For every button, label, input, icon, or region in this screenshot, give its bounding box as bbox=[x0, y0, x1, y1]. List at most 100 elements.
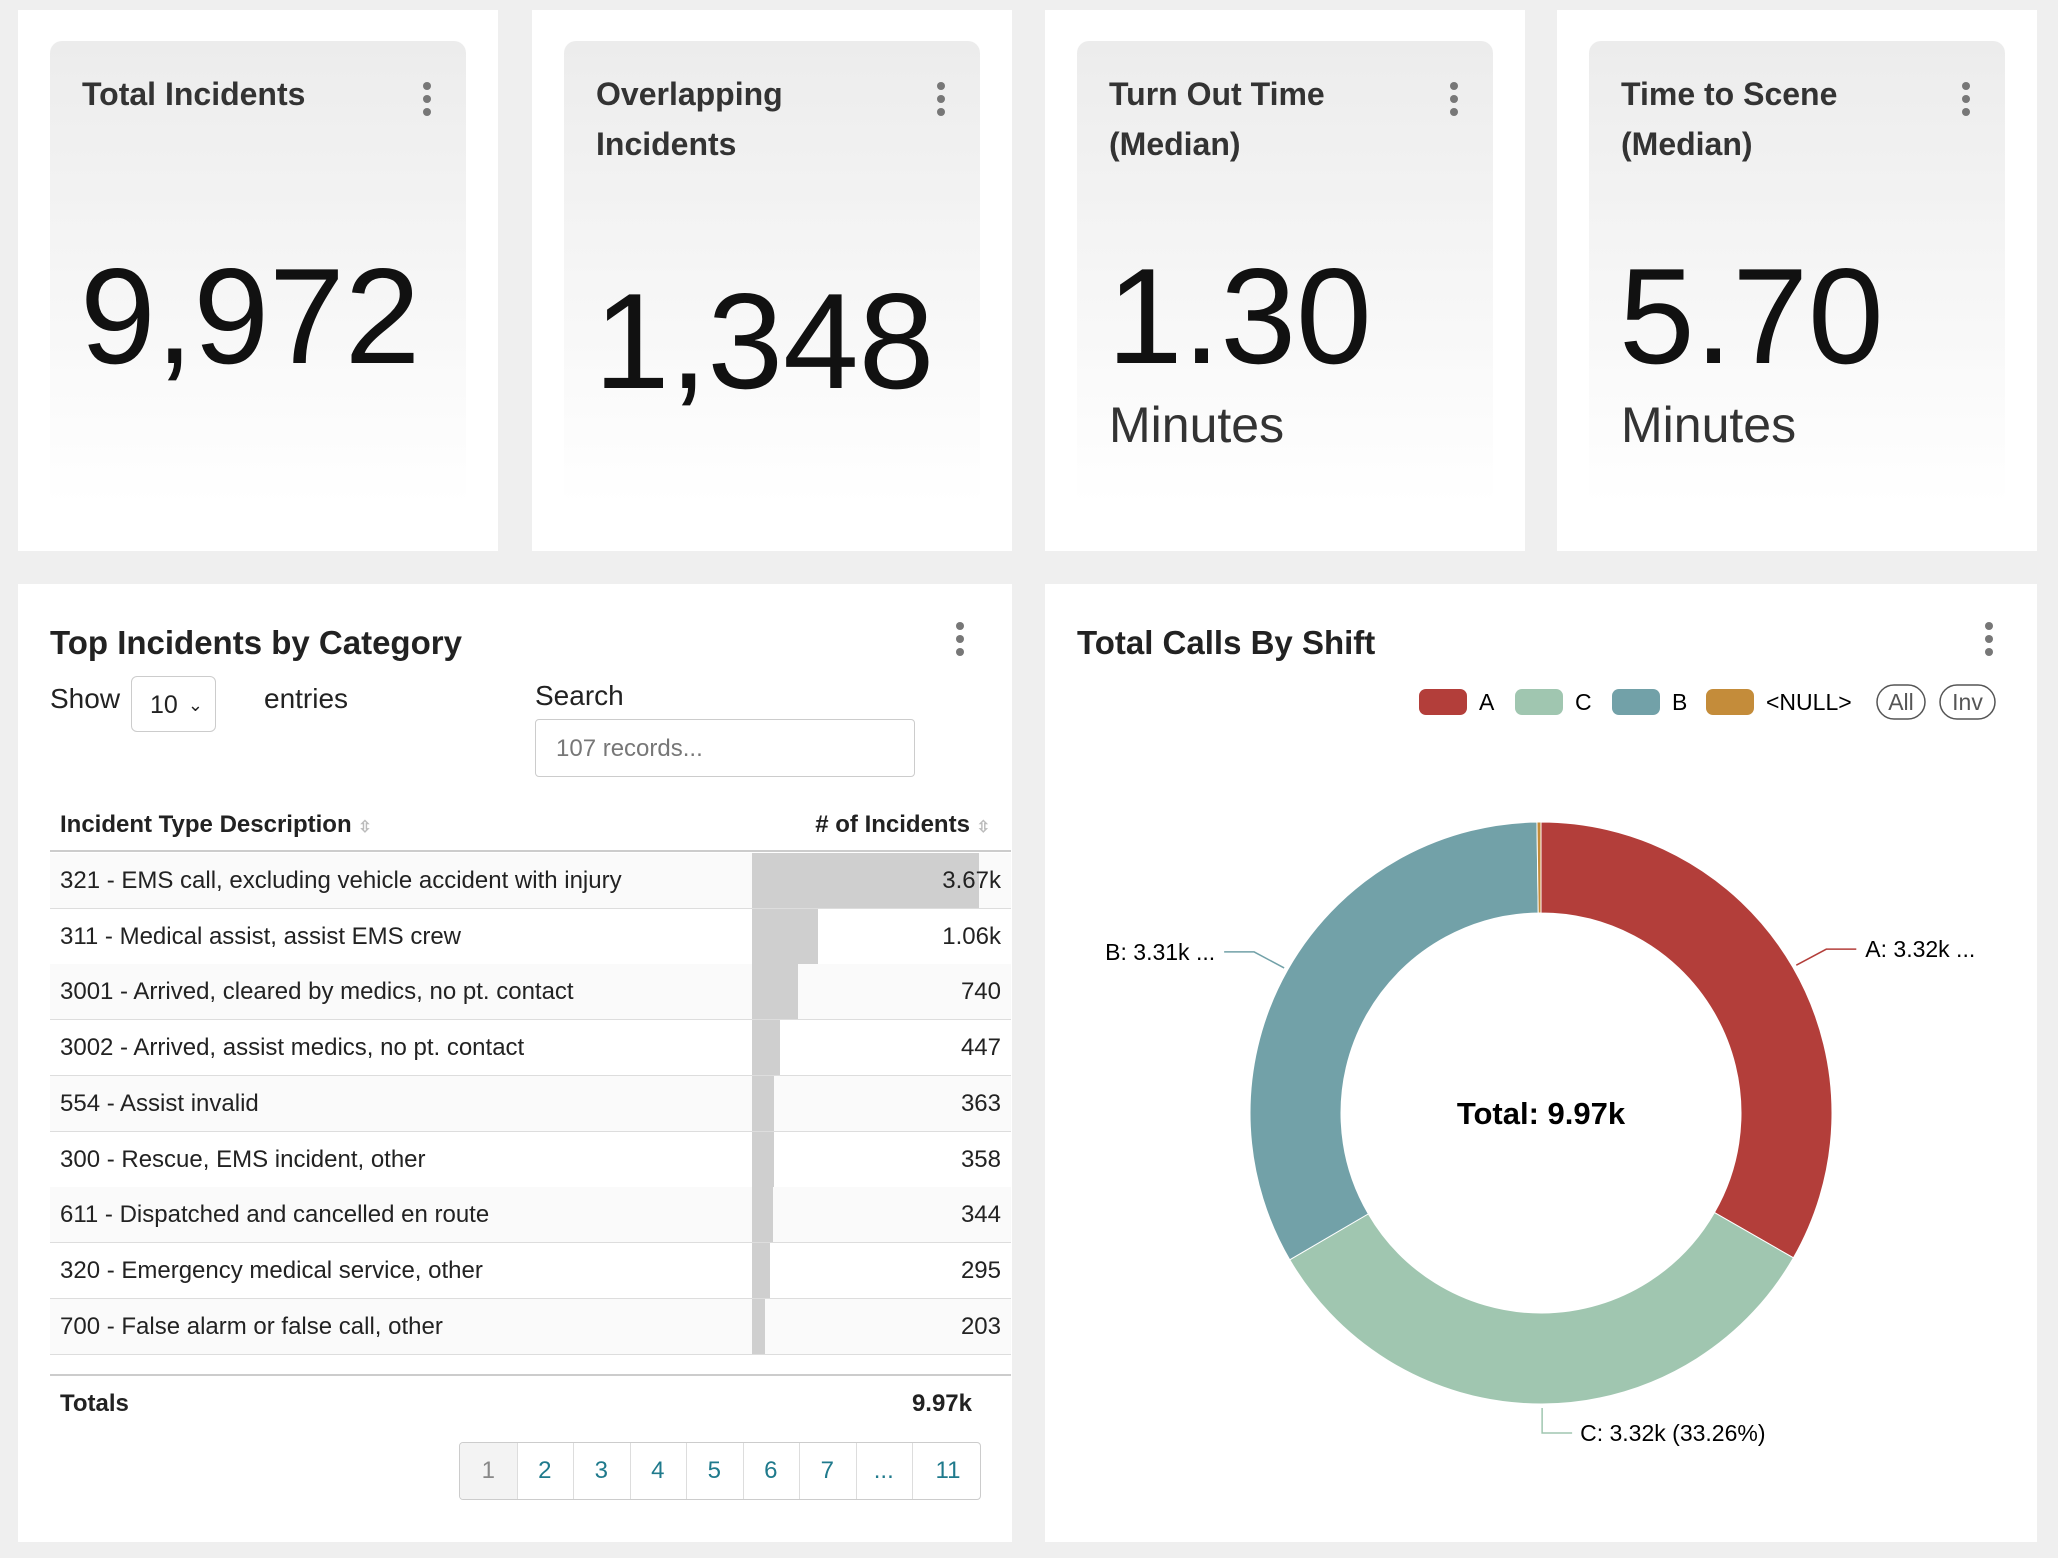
kpi-panel: Total Incidents 9,972 bbox=[18, 10, 498, 551]
cell-bar bbox=[752, 964, 798, 1020]
slice-label: B: 3.31k ... bbox=[1105, 939, 1215, 965]
cell-text: 3001 - Arrived, cleared by medics, no pt… bbox=[60, 978, 574, 1006]
kpi-card: Overlapping Incidents 1,348 bbox=[564, 41, 980, 505]
cell-bar bbox=[752, 1131, 775, 1187]
page-button[interactable]: 6 bbox=[743, 1443, 800, 1499]
table-row: 554 - Assist invalid 363 bbox=[50, 1075, 1011, 1132]
pie-slice bbox=[1536, 821, 1542, 914]
leader-line bbox=[1795, 948, 1857, 966]
menu[interactable] bbox=[1961, 81, 1970, 122]
cell-bar bbox=[752, 1020, 780, 1076]
cell-text: 700 - False alarm or false call, other bbox=[60, 1312, 443, 1340]
cell-text: 311 - Medical assist, assist EMS crew bbox=[60, 922, 462, 950]
cell-text: 611 - Dispatched and cancelled en route bbox=[60, 1201, 490, 1229]
kpi-value: 5.70 bbox=[1619, 240, 1884, 392]
legend-label[interactable]: A bbox=[1479, 689, 1495, 715]
page-button[interactable]: 7 bbox=[799, 1443, 857, 1499]
slice-label: A: 3.32k ... bbox=[1865, 936, 1975, 962]
legend-button-label: Inv bbox=[1952, 689, 1983, 715]
kpi-card: Turn Out Time (Median) 1.30 Minutes bbox=[1077, 41, 1493, 505]
kpi-unit: Minutes bbox=[1109, 397, 1285, 453]
column-header[interactable]: Incident Type Description ⇳ bbox=[60, 811, 372, 838]
menu[interactable] bbox=[1449, 81, 1458, 122]
kpi-title: Turn Out Time (Median) bbox=[1109, 76, 1325, 162]
kpi-value: 9,972 bbox=[80, 240, 421, 392]
column-header[interactable]: # of Incidents ⇳ bbox=[815, 811, 990, 838]
cell-count: 295 bbox=[960, 1256, 1001, 1284]
kpi-title: Total Incidents bbox=[82, 76, 306, 112]
legend-button[interactable] bbox=[1939, 684, 1996, 720]
cell-text: 320 - Emergency medical service, other bbox=[60, 1256, 483, 1284]
table-row: 320 - Emergency medical service, other 29… bbox=[50, 1242, 1011, 1299]
header-text: # of Incidents bbox=[815, 811, 970, 838]
cell-text: 300 - Rescue, EMS incident, other bbox=[60, 1145, 426, 1173]
cell-bar bbox=[752, 1298, 765, 1354]
label: Show bbox=[50, 683, 121, 714]
panel-title: Top Incidents by Category bbox=[50, 624, 462, 661]
cell-count: 1.06k bbox=[942, 922, 1001, 950]
kpi-value: 1.30 bbox=[1107, 240, 1372, 392]
menu[interactable] bbox=[1983, 620, 1995, 660]
page-button[interactable]: 3 bbox=[573, 1443, 631, 1499]
cell-count: 358 bbox=[960, 1145, 1001, 1173]
cell-text: 3002 - Arrived, assist medics, no pt. co… bbox=[60, 1034, 525, 1062]
cell-count: 447 bbox=[960, 1034, 1001, 1062]
totals-label: Totals bbox=[60, 1390, 129, 1417]
center-label: Total: 9.97k bbox=[1457, 1096, 1626, 1131]
menu[interactable] bbox=[954, 620, 966, 660]
header-text: Incident Type Description bbox=[60, 811, 352, 838]
totals-value: 9.97k bbox=[911, 1390, 972, 1417]
cell-count: 203 bbox=[960, 1312, 1001, 1340]
cell-bar bbox=[752, 1242, 771, 1298]
table-panel: Top Incidents by Category Show 10 ⌄ entri… bbox=[18, 584, 1012, 1542]
search-input[interactable]: 107 records... bbox=[535, 719, 915, 777]
pie-slice bbox=[1289, 1211, 1795, 1405]
legend-button-label: All bbox=[1888, 689, 1914, 715]
menu[interactable] bbox=[936, 81, 945, 122]
cell-bar bbox=[752, 1187, 774, 1243]
kpi-panel: Overlapping Incidents 1,348 bbox=[532, 10, 1012, 551]
leader-line bbox=[1224, 951, 1285, 969]
table-row: 700 - False alarm or false call, other 20… bbox=[50, 1298, 1011, 1355]
legend-button[interactable] bbox=[1876, 684, 1926, 720]
cell-text: 554 - Assist invalid bbox=[60, 1089, 259, 1117]
slice-label: C: 3.32k (33.26%) bbox=[1580, 1420, 1765, 1446]
legend-label[interactable]: B bbox=[1672, 689, 1687, 715]
page-button[interactable]: 5 bbox=[686, 1443, 744, 1499]
legend-label[interactable]: <NULL> bbox=[1766, 689, 1852, 715]
page-button[interactable]: 11 bbox=[912, 1443, 980, 1499]
page-button[interactable]: 4 bbox=[630, 1443, 687, 1499]
legend-swatch bbox=[1419, 689, 1467, 715]
legend-label[interactable]: C bbox=[1575, 689, 1592, 715]
kpi-card: Time to Scene (Median) 5.70 Minutes bbox=[1589, 41, 2005, 505]
kpi-card: Total Incidents 9,972 bbox=[50, 41, 466, 505]
page-button[interactable]: 1 bbox=[460, 1443, 518, 1499]
table-row: 611 - Dispatched and cancelled en route 3… bbox=[50, 1187, 1011, 1244]
label: entries bbox=[264, 683, 349, 714]
pagination: 1 2 3 4 5 6 7... 11 bbox=[459, 1442, 981, 1500]
placeholder: 107 records... bbox=[556, 735, 703, 762]
cell-text: 321 - EMS call, excluding vehicle accide… bbox=[60, 867, 622, 894]
kpi-panel: Time to Scene (Median) 5.70 Minutes bbox=[1557, 10, 2037, 551]
entries-select[interactable]: 10 ⌄ bbox=[131, 676, 216, 732]
cell-bar bbox=[752, 908, 818, 964]
cell-count: 3.67k bbox=[942, 867, 1001, 894]
page-button[interactable]: 2 bbox=[517, 1443, 574, 1499]
select-value: 10 bbox=[150, 691, 178, 719]
cell-count: 363 bbox=[960, 1089, 1001, 1117]
panel-title: Total Calls By Shift bbox=[1077, 624, 1376, 661]
kpi-title: Overlapping Incidents bbox=[596, 76, 783, 162]
cell-count: 344 bbox=[960, 1201, 1001, 1229]
legend-swatch bbox=[1706, 689, 1754, 715]
cell-count: 740 bbox=[960, 978, 1001, 1006]
kpi-panel: Turn Out Time (Median) 1.30 Minutes bbox=[1045, 10, 1525, 551]
page-button[interactable]: ... bbox=[856, 1443, 913, 1499]
label: Search bbox=[535, 680, 624, 711]
table-row: 321 - EMS call, excluding vehicle accide… bbox=[50, 853, 1011, 909]
table-row: 3002 - Arrived, assist medics, no pt. co… bbox=[50, 1020, 1011, 1077]
legend-swatch bbox=[1612, 689, 1660, 715]
legend-swatch bbox=[1515, 689, 1563, 715]
menu[interactable] bbox=[422, 81, 431, 122]
